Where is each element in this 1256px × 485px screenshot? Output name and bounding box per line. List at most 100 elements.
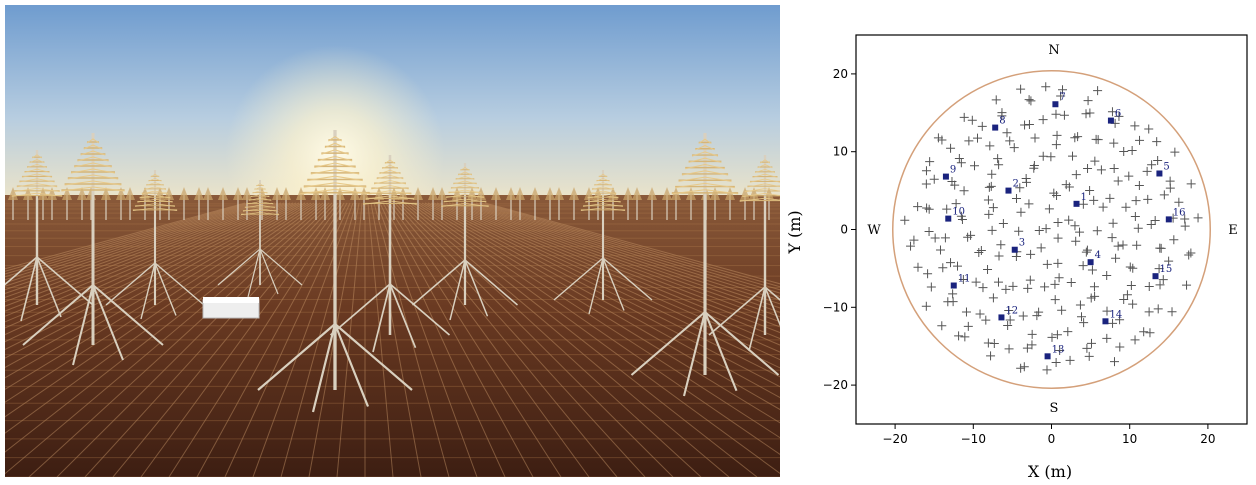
x-tick-label: 20 <box>1200 432 1215 446</box>
antenna-marker <box>1167 307 1177 317</box>
antenna-marker <box>1108 218 1118 228</box>
antenna-marker <box>1034 226 1044 236</box>
antenna-marker <box>1036 243 1046 253</box>
antenna-marker <box>957 214 967 224</box>
antenna-marker <box>935 245 945 255</box>
antenna-marker <box>1102 333 1112 343</box>
antenna-marker <box>1003 320 1013 330</box>
antenna-marker <box>1005 136 1015 146</box>
antenna-marker <box>1024 95 1034 105</box>
antenna-marker <box>997 108 1007 118</box>
x-axis-label: X (m) <box>1028 462 1072 481</box>
antenna-marker <box>961 307 971 317</box>
antenna-marker <box>1186 248 1196 258</box>
antenna-marker <box>921 179 931 189</box>
antenna-marker <box>951 199 961 209</box>
antenna-marker <box>1011 252 1021 262</box>
antenna-marker <box>1022 343 1032 353</box>
antenna-marker <box>1077 312 1087 322</box>
antenna-marker <box>1027 340 1037 350</box>
antenna-marker <box>1041 82 1051 92</box>
highlighted-antenna-marker <box>950 282 957 289</box>
highlighted-antenna-12: 12 <box>998 305 1018 321</box>
antenna-marker <box>1050 279 1060 289</box>
antenna-marker <box>1075 300 1085 310</box>
antenna-marker <box>1087 265 1097 275</box>
antenna-marker <box>1154 264 1164 274</box>
highlighted-antenna-label: 15 <box>1160 264 1173 275</box>
highlighted-antenna-11: 11 <box>950 274 970 289</box>
antenna-tree <box>630 133 780 397</box>
antenna-marker <box>921 166 931 176</box>
highlighted-antenna-marker <box>1107 117 1114 124</box>
antenna-marker <box>1052 330 1062 340</box>
antenna-marker <box>900 215 910 225</box>
antenna-marker <box>993 154 1003 164</box>
antenna-marker <box>1026 96 1036 106</box>
equipment-box <box>202 297 260 319</box>
antenna-marker <box>989 339 999 349</box>
highlighted-antenna-marker <box>1102 318 1109 325</box>
antenna-marker <box>1052 190 1062 200</box>
highlighted-antenna-16: 16 <box>1165 207 1186 223</box>
highlighted-antenna-marker <box>942 173 949 180</box>
antenna-marker <box>1111 253 1121 263</box>
antenna-marker <box>964 136 974 146</box>
antenna-marker <box>921 301 931 311</box>
antenna-marker <box>956 158 966 168</box>
antenna-marker <box>1082 245 1092 255</box>
antenna-marker <box>1144 124 1154 134</box>
antenna-marker <box>1152 137 1162 147</box>
antenna-marker <box>925 157 935 167</box>
antenna-tree <box>217 180 303 298</box>
antenna-marker <box>1057 305 1067 315</box>
highlighted-antenna-4: 4 <box>1087 250 1101 266</box>
antenna-marker <box>943 297 953 307</box>
x-tick-label: 10 <box>1122 432 1137 446</box>
antenna-marker <box>1053 217 1063 227</box>
antenna-marker <box>1041 224 1051 234</box>
compass-south: S <box>1050 401 1059 416</box>
antenna-marker <box>953 261 963 271</box>
antenna-marker <box>1105 193 1115 203</box>
antenna-marker <box>1055 346 1065 356</box>
antenna-marker <box>1127 145 1137 155</box>
antenna-marker <box>983 264 993 274</box>
antenna-marker <box>913 202 923 212</box>
antenna-marker <box>913 262 923 272</box>
y-tick-label: −10 <box>823 300 848 314</box>
antenna-marker <box>1083 163 1093 173</box>
antenna-marker <box>991 95 1001 105</box>
highlighted-antenna-marker <box>992 124 999 131</box>
antenna-group <box>5 130 780 413</box>
antenna-marker <box>1128 299 1138 309</box>
antenna-marker <box>1092 226 1102 236</box>
antenna-marker <box>1011 193 1021 203</box>
highlighted-antenna-9: 9 <box>942 165 956 180</box>
antenna-marker <box>1093 86 1103 96</box>
antenna-marker <box>960 332 970 342</box>
antenna-marker <box>1066 278 1076 288</box>
antenna-marker <box>1014 226 1024 236</box>
antenna-marker <box>1089 282 1099 292</box>
antenna-marker <box>1143 194 1153 204</box>
antenna-tree <box>553 170 653 315</box>
antenna-marker <box>986 181 996 191</box>
antenna-marker <box>1108 318 1118 328</box>
antenna-marker <box>1125 262 1135 272</box>
antenna-tree <box>329 155 451 353</box>
antenna-marker <box>1025 275 1035 285</box>
compass-north: N <box>1048 43 1059 58</box>
antenna-marker <box>1083 96 1093 106</box>
highlighted-antenna-3: 3 <box>1011 238 1025 253</box>
highlighted-antenna-14: 14 <box>1102 309 1122 325</box>
compass-east: E <box>1228 223 1238 238</box>
antenna-marker <box>1174 197 1184 207</box>
antenna-marker <box>1091 134 1101 144</box>
antenna-marker <box>1134 180 1144 190</box>
highlighted-antenna-label: 13 <box>1052 344 1065 355</box>
antenna-marker <box>994 160 1004 170</box>
antenna-marker <box>983 195 993 205</box>
highlighted-antenna-label: 7 <box>1059 92 1065 103</box>
